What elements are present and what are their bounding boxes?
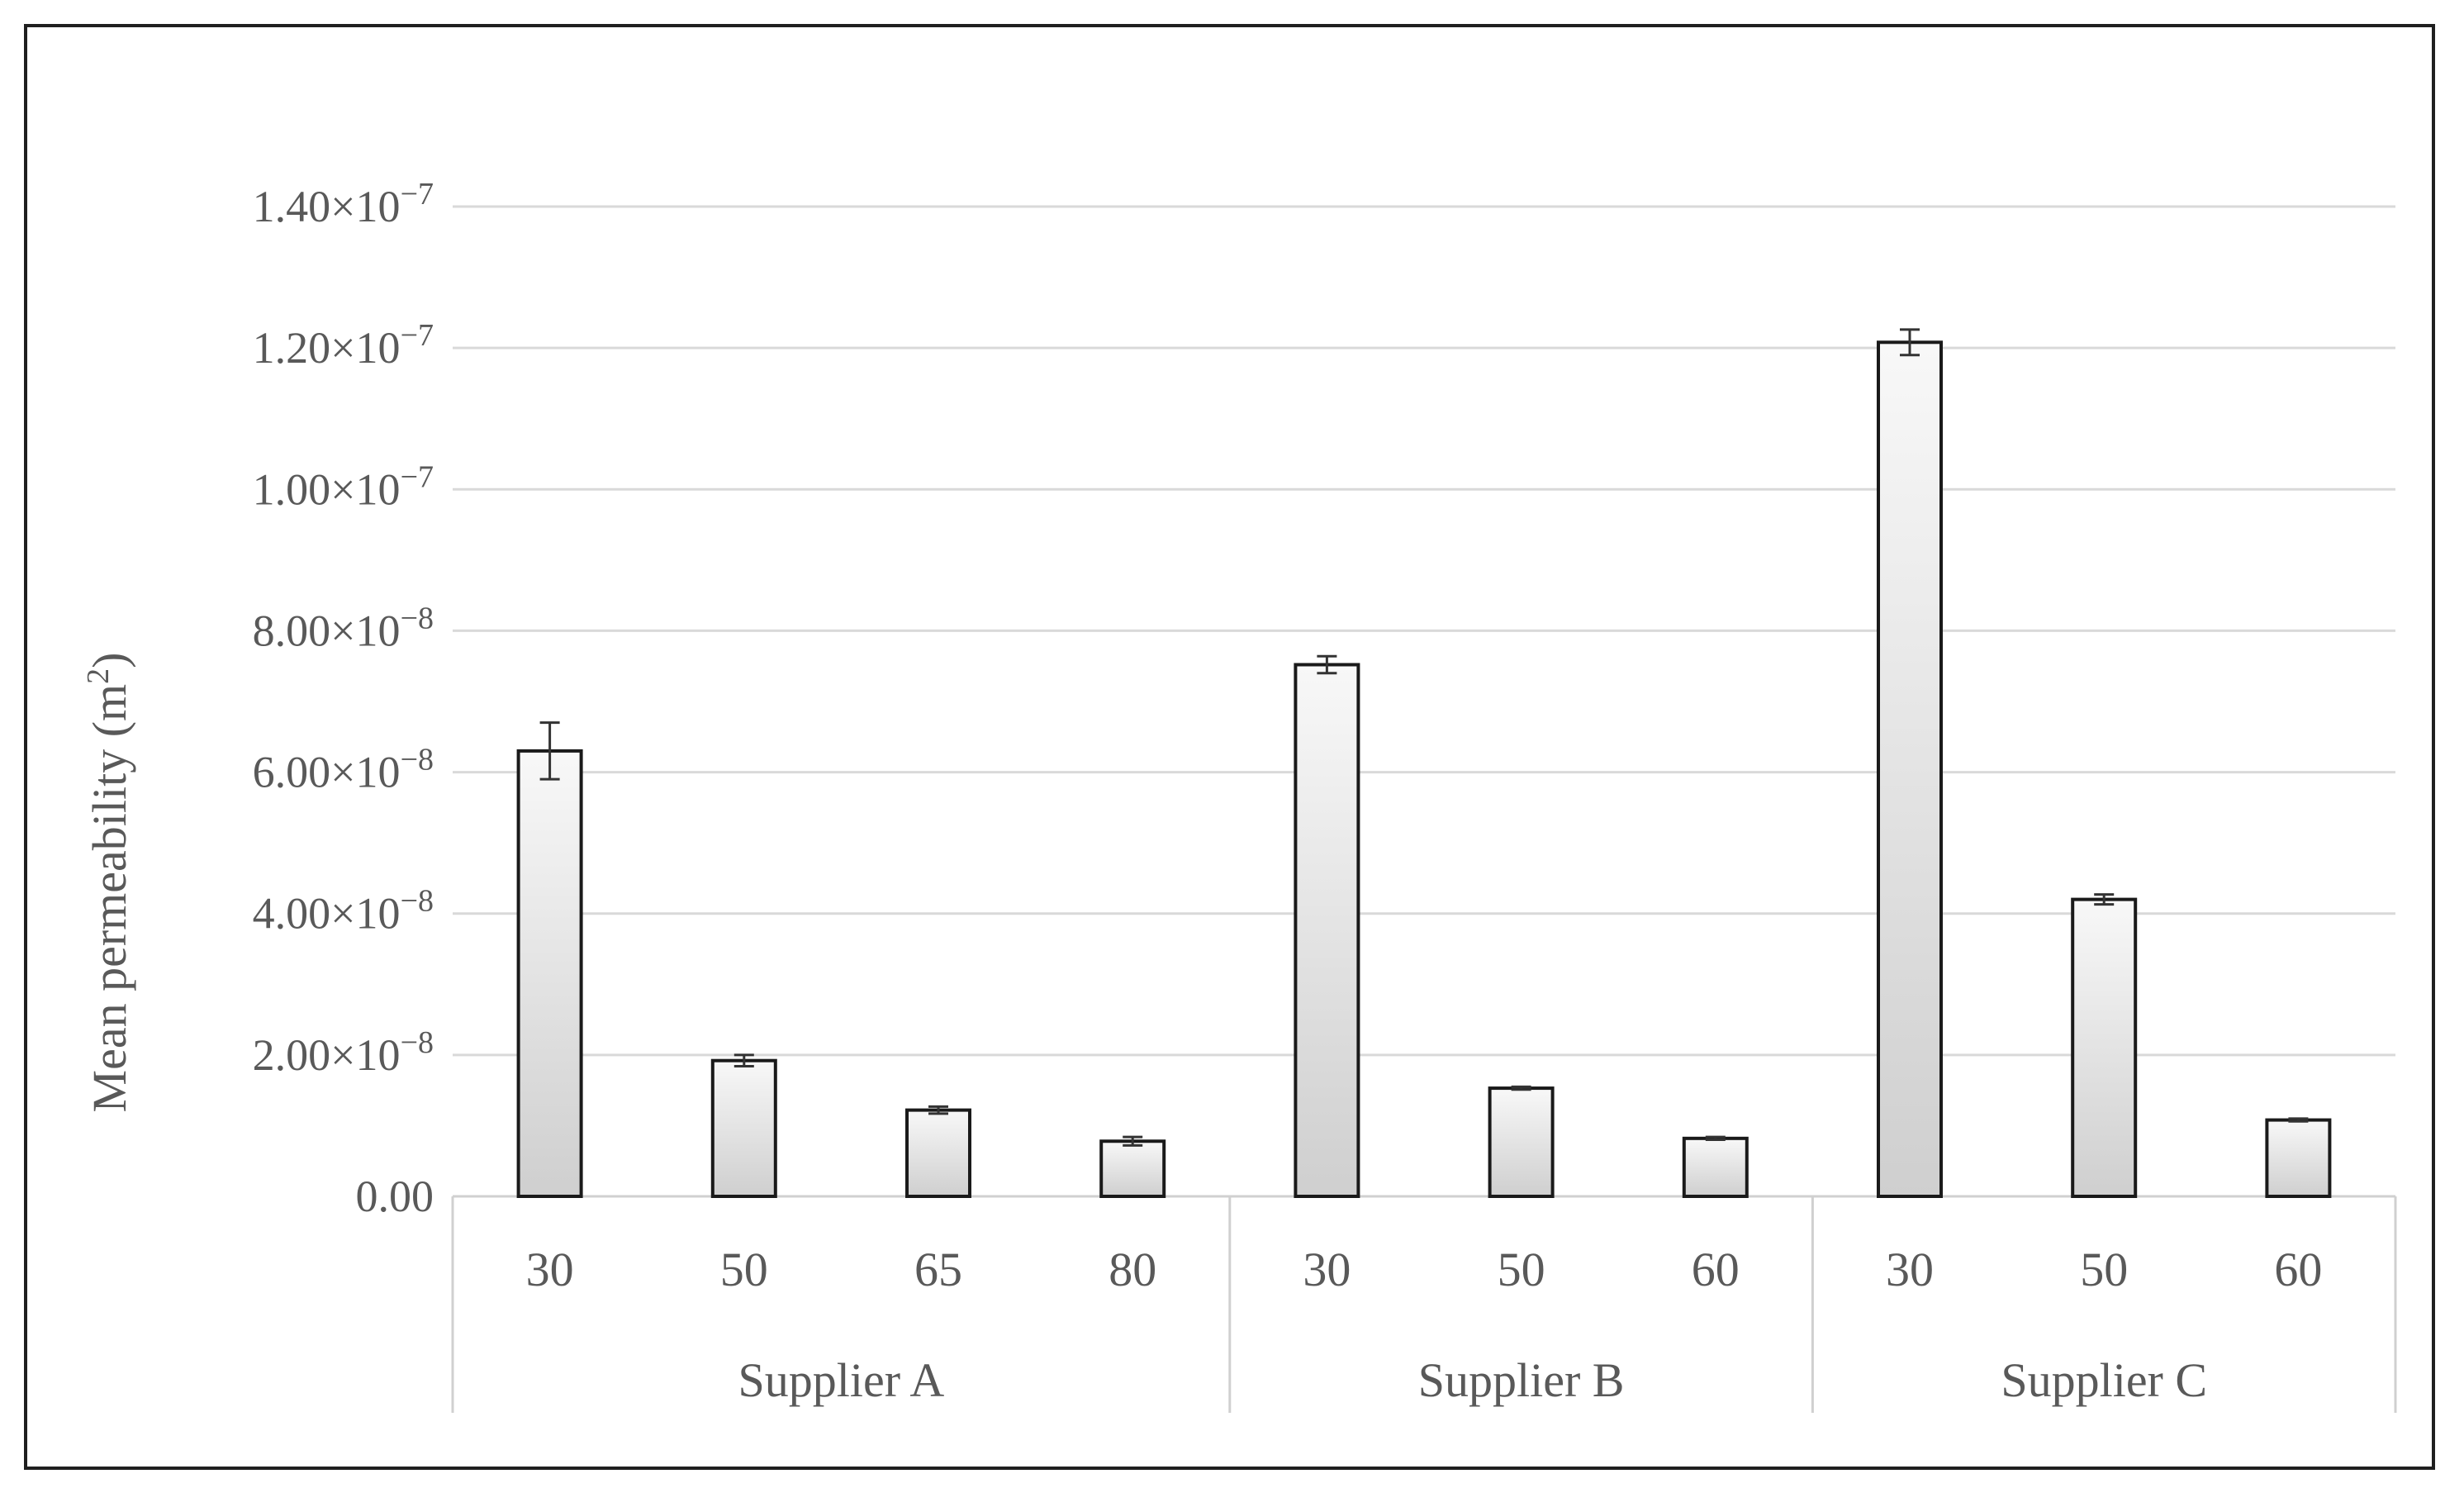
y-tick-label: 0.00 [356,1172,434,1221]
x-tick-label: 30 [1886,1243,1934,1296]
x-tick-label: 50 [2080,1243,2128,1296]
x-tick-label: 50 [1498,1243,1545,1296]
group-label: Supplier B [1418,1353,1625,1407]
bar [1488,1086,1555,1198]
y-tick-label: 1.20×10−7 [253,318,434,373]
bar [2071,897,2138,1198]
y-tick-label: 6.00×10−8 [253,743,434,797]
bar [1099,1139,1166,1198]
y-tick-label: 1.40×10−7 [253,177,434,231]
bar [2265,1118,2332,1199]
x-tick-label: 60 [2274,1243,2322,1296]
bar [905,1108,971,1199]
y-axis-ticks: 0.00 2.00×10−8 4.00×10−8 6.00×10−8 8.00×10−8… [253,177,434,1221]
bar [1294,663,1360,1198]
group-label: Supplier A [738,1353,945,1407]
x-tick-label: 50 [720,1243,768,1296]
x-tick-label: 30 [1303,1243,1351,1296]
y-tick-label: 2.00×10−8 [253,1025,434,1080]
x-tick-label: 80 [1109,1243,1156,1296]
group-label: Supplier C [2001,1353,2207,1407]
bar [1877,340,1943,1199]
bar [710,1058,777,1199]
y-axis-label: Mean permeability (m2) [81,653,136,1113]
x-tick-label: 65 [914,1243,962,1296]
bar [1682,1136,1749,1198]
x-tick-label: 30 [526,1243,574,1296]
y-tick-label: 4.00×10−8 [253,884,434,939]
y-tick-label: 8.00×10−8 [253,601,434,655]
x-tick-label: 60 [1692,1243,1740,1296]
y-tick-label: 1.00×10−7 [253,459,434,514]
bars [516,328,2332,1199]
bar [516,749,583,1198]
